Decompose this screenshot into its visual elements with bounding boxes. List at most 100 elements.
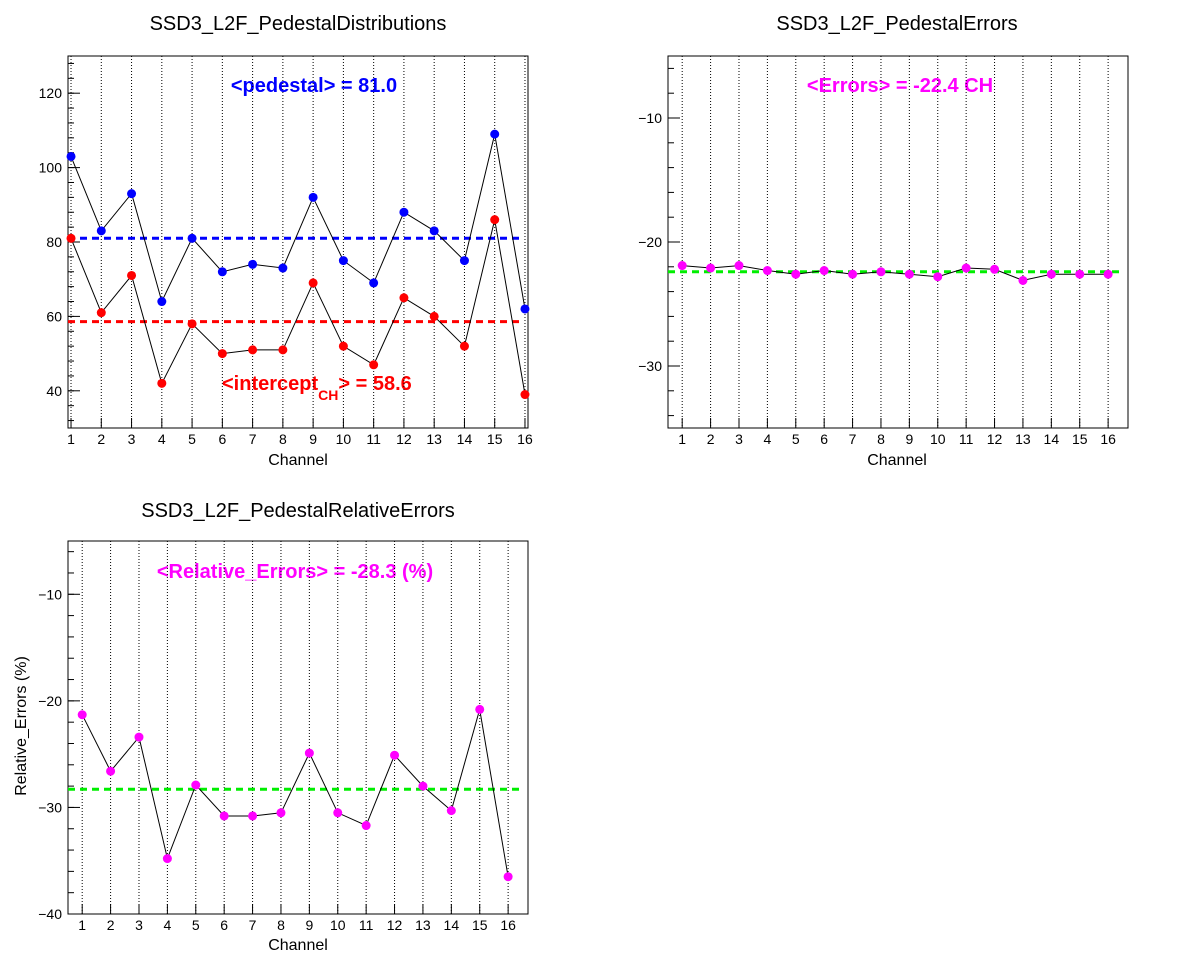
x-tick-label: 16 bbox=[1100, 431, 1116, 447]
x-tick-label: 15 bbox=[1072, 431, 1088, 447]
y-tick-label: 100 bbox=[39, 160, 63, 176]
errors-point bbox=[933, 272, 943, 282]
pedestal-point bbox=[66, 151, 76, 161]
x-tick-label: 16 bbox=[500, 917, 516, 933]
plot-frame bbox=[67, 540, 529, 915]
intercept-point bbox=[217, 349, 227, 359]
errors-mean-annotation: <Errors> = -22.4 CH bbox=[807, 75, 993, 97]
pedestal-relative-errors-panel: SSD3_L2F_PedestalRelativeErrors Channel … bbox=[13, 500, 529, 954]
x-tick-label: 3 bbox=[128, 431, 136, 447]
pedestal-point bbox=[157, 297, 167, 307]
x-tick-label: 8 bbox=[279, 431, 287, 447]
x-tick-label: 13 bbox=[415, 917, 431, 933]
errors-point bbox=[677, 261, 687, 271]
x-tick-label: 9 bbox=[309, 431, 317, 447]
intercept-point bbox=[308, 278, 318, 288]
x-tick-label: 1 bbox=[78, 917, 86, 933]
x-tick-label: 2 bbox=[707, 431, 715, 447]
intercept-point bbox=[278, 345, 288, 355]
intercept-point bbox=[66, 233, 76, 243]
errors-point bbox=[134, 732, 144, 742]
intercept-subscript: CH bbox=[318, 387, 338, 403]
intercept-suffix: > = 58.6 bbox=[338, 373, 411, 395]
errors-point bbox=[706, 263, 716, 273]
errors-point bbox=[276, 808, 286, 818]
x-tick-label: 6 bbox=[220, 917, 228, 933]
x-axis-label: Channel bbox=[268, 937, 328, 954]
errors-point bbox=[475, 704, 485, 714]
pedestal-point bbox=[127, 189, 137, 199]
x-tick-label: 12 bbox=[396, 431, 412, 447]
x-tick-label: 5 bbox=[188, 431, 196, 447]
errors-series-line bbox=[81, 709, 509, 877]
errors-point bbox=[446, 806, 456, 816]
intercept-point bbox=[187, 319, 197, 329]
x-tick-label: 8 bbox=[877, 431, 885, 447]
errors-point bbox=[333, 808, 343, 818]
errors-point bbox=[77, 710, 87, 720]
x-tick-label: 9 bbox=[305, 917, 313, 933]
x-tick-label: 7 bbox=[249, 431, 257, 447]
errors-point bbox=[848, 269, 858, 279]
x-tick-label: 8 bbox=[277, 917, 285, 933]
pedestal-point bbox=[520, 304, 530, 314]
y-tick-label: 40 bbox=[46, 383, 62, 399]
pedestal-point bbox=[248, 259, 258, 269]
x-tick-label: 5 bbox=[192, 917, 200, 933]
x-tick-label: 6 bbox=[218, 431, 226, 447]
x-tick-label: 2 bbox=[107, 917, 115, 933]
errors-point bbox=[876, 267, 886, 277]
errors-point bbox=[361, 821, 371, 831]
errors-point bbox=[191, 780, 201, 790]
errors-point bbox=[990, 264, 1000, 274]
x-tick-label: 12 bbox=[387, 917, 403, 933]
y-tick-label: −10 bbox=[638, 110, 662, 126]
pedestal-mean-annotation: <pedestal> = 81.0 bbox=[231, 75, 397, 97]
intercept-point bbox=[369, 360, 379, 370]
errors-point bbox=[762, 266, 772, 276]
intercept-point bbox=[96, 308, 106, 318]
y-tick-label: −30 bbox=[638, 358, 662, 374]
x-tick-label: 11 bbox=[366, 431, 381, 447]
errors-point bbox=[106, 766, 116, 776]
x-tick-label: 11 bbox=[959, 431, 974, 447]
x-tick-label: 1 bbox=[678, 431, 686, 447]
intercept-point bbox=[490, 215, 500, 225]
y-tick-label: −20 bbox=[38, 693, 62, 709]
x-axis-label: Channel bbox=[268, 452, 328, 469]
pedestal-point bbox=[399, 207, 409, 217]
intercept-prefix: <intercept bbox=[222, 373, 318, 395]
x-tick-label: 10 bbox=[930, 431, 946, 447]
errors-point bbox=[1046, 269, 1056, 279]
x-tick-label: 13 bbox=[1015, 431, 1031, 447]
pedestal-point bbox=[459, 256, 469, 266]
x-tick-label: 4 bbox=[158, 431, 166, 447]
errors-point bbox=[819, 266, 829, 276]
x-tick-label: 5 bbox=[792, 431, 800, 447]
intercept-point bbox=[157, 378, 167, 388]
x-tick-label: 10 bbox=[336, 431, 352, 447]
y-tick-label: −40 bbox=[38, 906, 62, 922]
pedestal-point bbox=[338, 256, 348, 266]
errors-series-line bbox=[682, 265, 1109, 281]
y-tick-label: 120 bbox=[39, 85, 63, 101]
pedestal-errors-panel: SSD3_L2F_PedestalErrors Channel <Errors>… bbox=[638, 13, 1129, 469]
y-tick-label: −10 bbox=[38, 586, 62, 602]
x-tick-label: 14 bbox=[1044, 431, 1060, 447]
x-tick-label: 1 bbox=[67, 431, 75, 447]
x-tick-label: 10 bbox=[330, 917, 346, 933]
y-tick-label: 60 bbox=[46, 308, 62, 324]
x-tick-label: 16 bbox=[517, 431, 533, 447]
pedestal-point bbox=[187, 233, 197, 243]
chart-title: SSD3_L2F_PedestalDistributions bbox=[150, 13, 447, 35]
x-tick-label: 3 bbox=[735, 431, 743, 447]
errors-point bbox=[961, 263, 971, 273]
x-tick-label: 6 bbox=[820, 431, 828, 447]
x-tick-label: 12 bbox=[987, 431, 1003, 447]
intercept-point bbox=[399, 293, 409, 303]
x-tick-label: 14 bbox=[457, 431, 473, 447]
errors-point bbox=[390, 750, 400, 760]
y-tick-label: −20 bbox=[638, 234, 662, 250]
plot-frame bbox=[667, 55, 1129, 429]
relative-errors-mean-annotation: <Relative_Errors> = -28.3 (%) bbox=[157, 561, 433, 583]
